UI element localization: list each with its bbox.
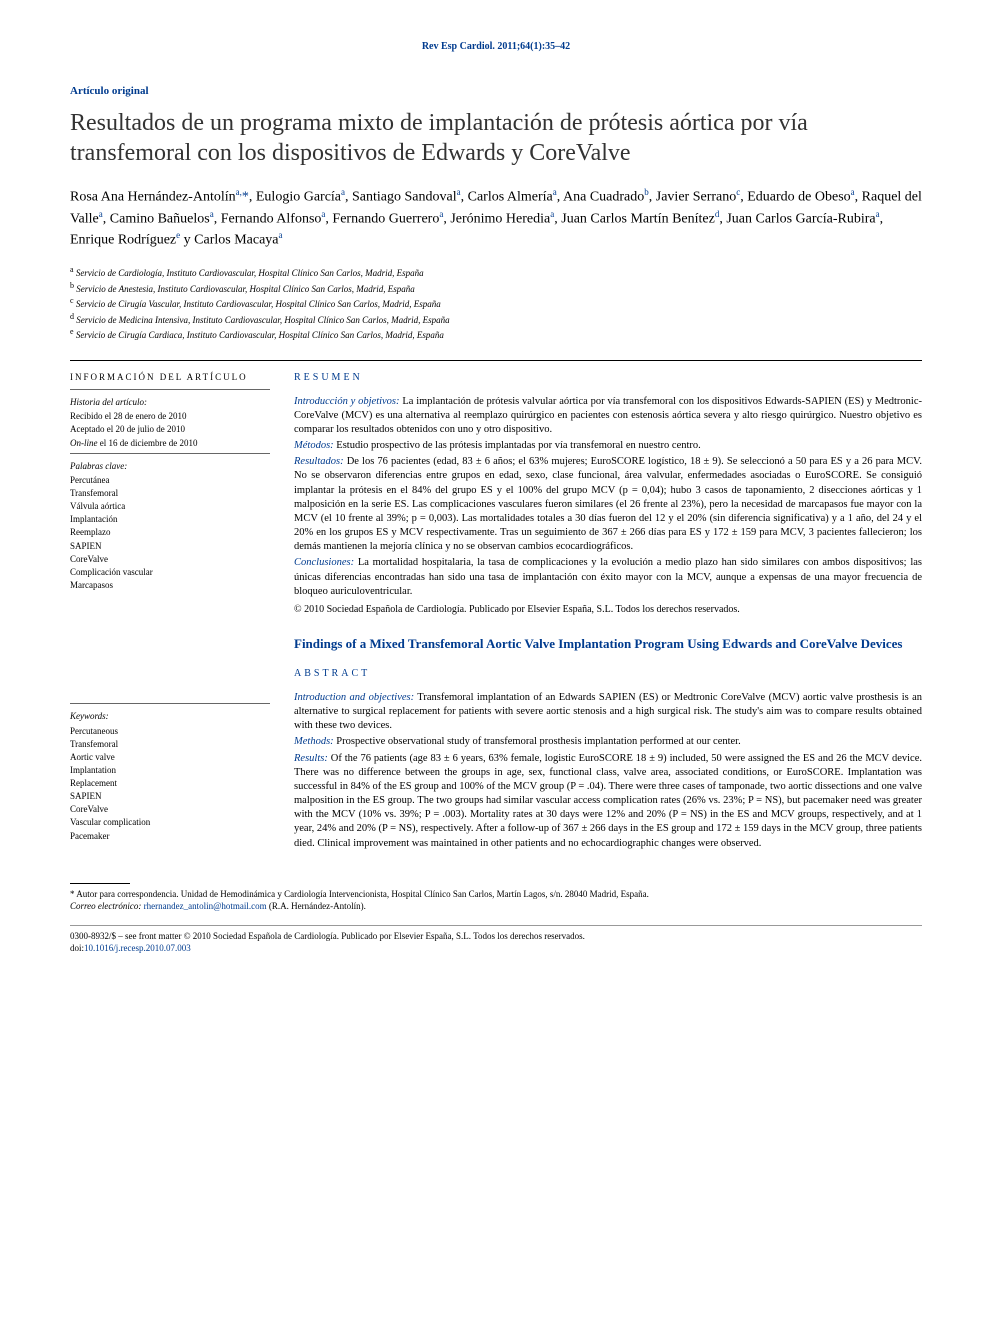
resumen-methods: Métodos: Estudio prospectivo de las prót… xyxy=(294,439,922,453)
correspondence-text: * Autor para correspondencia. Unidad de … xyxy=(70,888,922,901)
keyword: Reemplazo xyxy=(70,526,270,538)
journal-citation: Rev Esp Cardiol. 2011;64(1):35–42 xyxy=(70,40,922,54)
keyword: Implantación xyxy=(70,513,270,525)
email-label: Correo electrónico: xyxy=(70,901,141,911)
affiliation: d Servicio de Medicina Intensiva, Instit… xyxy=(70,311,922,327)
history-item: Recibido el 28 de enero de 2010 xyxy=(70,410,270,422)
keyword: Aortic valve xyxy=(70,751,270,763)
article-type: Artículo original xyxy=(70,84,922,99)
divider xyxy=(70,453,270,454)
resumen-concl-label: Conclusiones: xyxy=(294,557,354,568)
keyword: Marcapasos xyxy=(70,579,270,591)
affiliation: b Servicio de Anestesia, Instituto Cardi… xyxy=(70,280,922,296)
doi-label: doi: xyxy=(70,943,84,953)
article-info-head: INFORMACIÓN DEL ARTÍCULO xyxy=(70,371,270,383)
resumen-results-text: De los 76 pacientes (edad, 83 ± 6 años; … xyxy=(294,456,922,552)
correspondence-email[interactable]: rhernandez_antolin@hotmail.com xyxy=(144,901,267,911)
keyword: Percutaneous xyxy=(70,725,270,737)
abstract-methods: Methods: Prospective observational study… xyxy=(294,735,922,749)
doi-link[interactable]: 10.1016/j.recesp.2010.07.003 xyxy=(84,943,191,953)
correspondence-author: (R.A. Hernández-Antolín). xyxy=(269,901,366,911)
keyword: Complicación vascular xyxy=(70,566,270,578)
resumen-methods-text: Estudio prospectivo de las prótesis impl… xyxy=(334,440,701,451)
keyword: Válvula aórtica xyxy=(70,500,270,512)
abstract-methods-text: Prospective observational study of trans… xyxy=(334,736,741,747)
divider xyxy=(70,703,270,704)
issn-line: 0300-8932/$ – see front matter © 2010 So… xyxy=(70,930,922,942)
keyword: SAPIEN xyxy=(70,790,270,802)
resumen-results-label: Resultados: xyxy=(294,456,344,467)
abstract-methods-label: Methods: xyxy=(294,736,334,747)
keyword: CoreValve xyxy=(70,803,270,815)
keywords-head: Palabras clave: xyxy=(70,460,270,472)
correspondence: * Autor para correspondencia. Unidad de … xyxy=(70,883,922,913)
history-item: Aceptado el 20 de julio de 2010 xyxy=(70,423,270,435)
resumen-intro-label: Introducción y objetivos: xyxy=(294,396,400,407)
article-title: Resultados de un programa mixto de impla… xyxy=(70,108,922,168)
resumen-concl-text: La mortalidad hospitalaria, la tasa de c… xyxy=(294,557,922,596)
divider xyxy=(70,360,922,361)
abstract-head: ABSTRACT xyxy=(294,667,922,681)
keyword: Transfemoral xyxy=(70,487,270,499)
author-list: Rosa Ana Hernández-Antolína,*, Eulogio G… xyxy=(70,186,922,250)
abstract-results-text: Of the 76 patients (age 83 ± 6 years, 63… xyxy=(294,753,922,849)
resumen-results: Resultados: De los 76 pacientes (edad, 8… xyxy=(294,455,922,554)
keyword: Implantation xyxy=(70,764,270,776)
resumen-head: RESUMEN xyxy=(294,371,922,385)
keyword: Percutánea xyxy=(70,474,270,486)
resumen-methods-label: Métodos: xyxy=(294,440,334,451)
keyword: Transfemoral xyxy=(70,738,270,750)
affiliation: e Servicio de Cirugía Cardiaca, Institut… xyxy=(70,326,922,342)
keyword: SAPIEN xyxy=(70,540,270,552)
keyword: Pacemaker xyxy=(70,830,270,842)
affiliation: c Servicio de Cirugía Vascular, Institut… xyxy=(70,295,922,311)
english-title: Findings of a Mixed Transfemoral Aortic … xyxy=(294,636,922,653)
keyword: Vascular complication xyxy=(70,816,270,828)
keywords-en-head: Keywords: xyxy=(70,710,270,722)
history-item: On-line el 16 de diciembre de 2010 xyxy=(70,437,270,449)
doi-footer: 0300-8932/$ – see front matter © 2010 So… xyxy=(70,925,922,954)
divider xyxy=(70,389,270,390)
affiliation: a Servicio de Cardiología, Instituto Car… xyxy=(70,264,922,280)
abstract-results: Results: Of the 76 patients (age 83 ± 6 … xyxy=(294,752,922,851)
resumen-intro: Introducción y objetivos: La implantació… xyxy=(294,395,922,438)
history-head: Historia del artículo: xyxy=(70,396,270,408)
abstract-intro-label: Introduction and objectives: xyxy=(294,692,414,703)
abstract-intro: Introduction and objectives: Transfemora… xyxy=(294,691,922,734)
keyword: CoreValve xyxy=(70,553,270,565)
resumen-copyright: © 2010 Sociedad Española de Cardiología.… xyxy=(294,603,922,617)
affiliations: a Servicio de Cardiología, Instituto Car… xyxy=(70,264,922,342)
keyword: Replacement xyxy=(70,777,270,789)
resumen-conclusions: Conclusiones: La mortalidad hospitalaria… xyxy=(294,556,922,599)
abstract-results-label: Results: xyxy=(294,753,328,764)
